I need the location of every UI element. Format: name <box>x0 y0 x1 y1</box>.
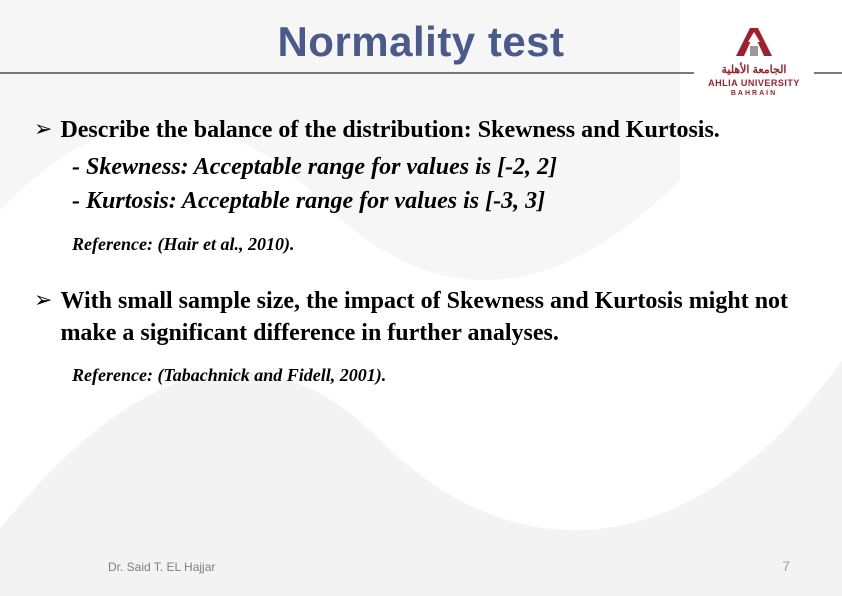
bullet-item: ➢ With small sample size, the impact of … <box>34 285 808 349</box>
reference-line: Reference: (Hair et al., 2010). <box>34 234 808 255</box>
logo-text-english: AHLIA UNIVERSITY <box>694 78 814 88</box>
footer-page-number: 7 <box>782 558 790 574</box>
reference-line: Reference: (Tabachnick and Fidell, 2001)… <box>34 365 808 386</box>
bullet-text: With small sample size, the impact of Sk… <box>60 285 808 349</box>
bullet-arrow-icon: ➢ <box>34 114 52 144</box>
slide-content: ➢ Describe the balance of the distributi… <box>0 66 842 386</box>
logo-text-arabic: الجامعة الأهلية <box>694 63 814 76</box>
bullet-sub-line: - Skewness: Acceptable range for values … <box>34 150 808 184</box>
slide-title: Normality test <box>81 18 761 66</box>
bullet-sub-line: - Kurtosis: Acceptable range for values … <box>34 184 808 218</box>
university-logo: الجامعة الأهلية AHLIA UNIVERSITY BAHRAIN <box>694 20 814 99</box>
bullet-text: Describe the balance of the distribution… <box>60 114 719 146</box>
bullet-item: ➢ Describe the balance of the distributi… <box>34 114 808 146</box>
footer-author: Dr. Said T. EL Hajjar <box>108 560 215 574</box>
logo-text-country: BAHRAIN <box>694 90 814 97</box>
bullet-arrow-icon: ➢ <box>34 285 52 315</box>
logo-mark-icon <box>728 22 780 62</box>
